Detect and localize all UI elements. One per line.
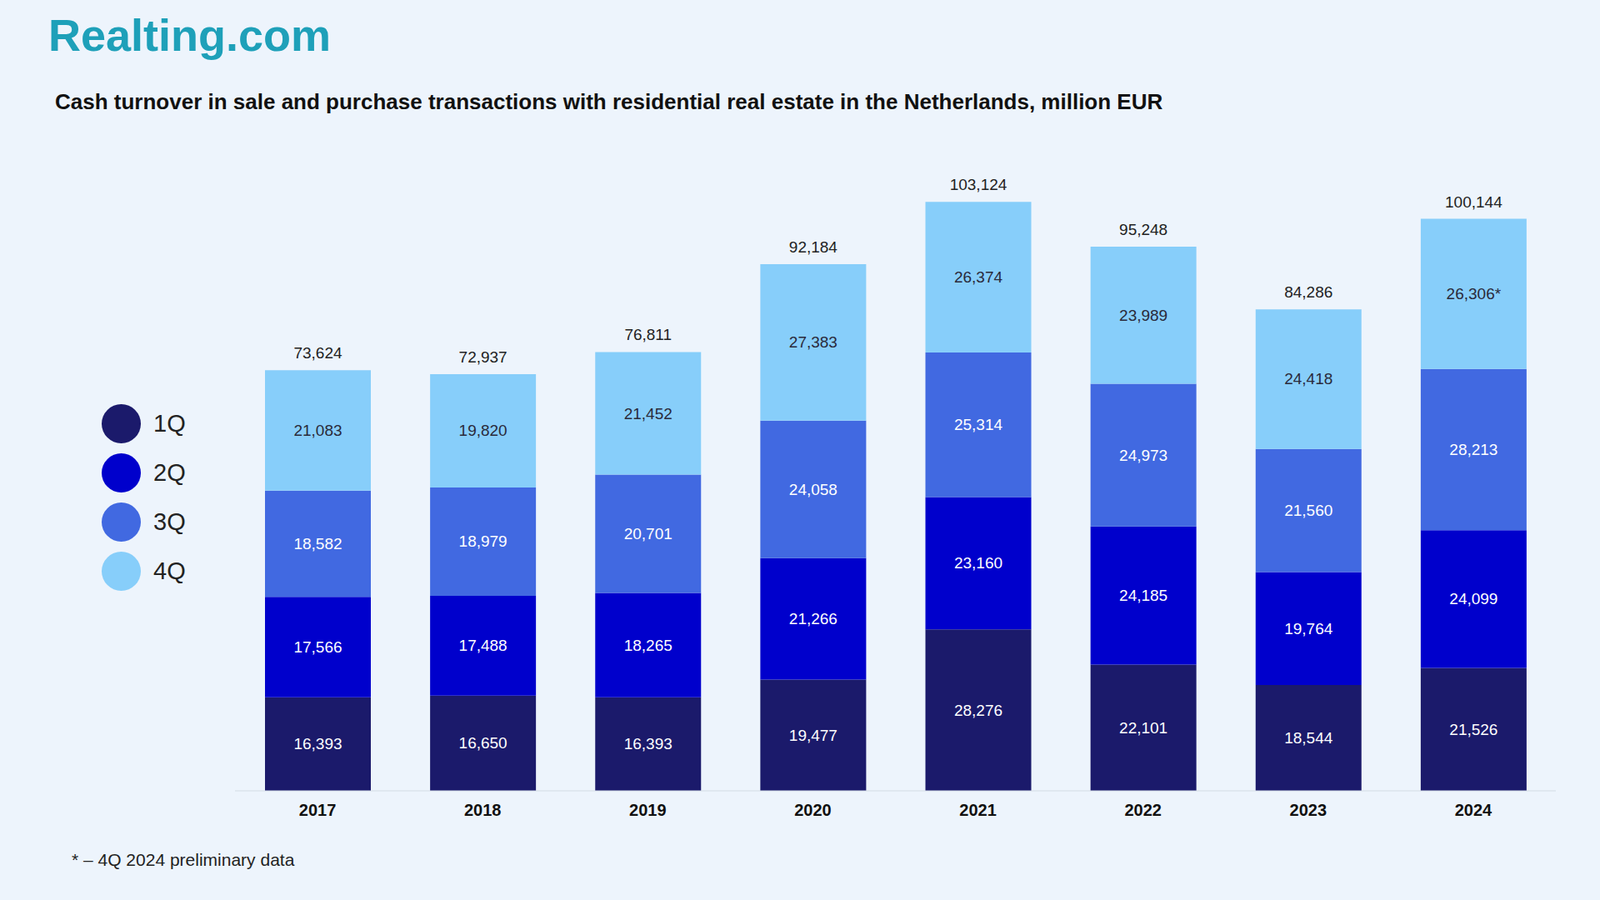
- html-text:4Q: 4Q: [153, 557, 186, 585]
- svg-text:27,383: 27,383: [789, 333, 838, 351]
- svg-text:100,144: 100,144: [1445, 193, 1503, 211]
- svg-text:21,560: 21,560: [1284, 501, 1333, 520]
- svg-text:26,306*: 26,306*: [1446, 285, 1502, 303]
- svg-text:17,566: 17,566: [293, 638, 342, 656]
- svg-text:23,160: 23,160: [954, 554, 1003, 572]
- svg-text:2017: 2017: [299, 800, 337, 820]
- svg-text:2020: 2020: [794, 800, 832, 820]
- svg-text:28,213: 28,213: [1449, 440, 1498, 459]
- svg-text:19,764: 19,764: [1284, 620, 1334, 638]
- html-text:3Q: 3Q: [153, 508, 186, 535]
- svg-text:25,314: 25,314: [954, 415, 1004, 434]
- svg-text:19,820: 19,820: [459, 421, 508, 440]
- svg-text:103,124: 103,124: [950, 175, 1008, 194]
- svg-text:19,477: 19,477: [789, 726, 838, 745]
- html-text:2Q: 2Q: [153, 459, 186, 486]
- svg-text:16,393: 16,393: [293, 735, 342, 753]
- html-text:* – 4Q 2024 preliminary data: * – 4Q 2024 preliminary data: [71, 850, 295, 870]
- svg-text:2019: 2019: [629, 800, 667, 820]
- svg-text:2024: 2024: [1455, 800, 1493, 820]
- svg-text:18,979: 18,979: [459, 532, 508, 550]
- svg-text:2023: 2023: [1290, 800, 1328, 820]
- svg-text:26,374: 26,374: [954, 268, 1004, 286]
- svg-text:21,526: 21,526: [1449, 720, 1498, 739]
- html-text:1Q: 1Q: [153, 410, 186, 437]
- svg-text:76,811: 76,811: [624, 325, 672, 344]
- svg-text:21,266: 21,266: [789, 610, 838, 628]
- svg-text:16,650: 16,650: [459, 734, 508, 752]
- svg-text:21,452: 21,452: [624, 405, 673, 423]
- svg-text:17,488: 17,488: [459, 636, 508, 655]
- svg-text:21,083: 21,083: [293, 421, 342, 440]
- svg-text:23,989: 23,989: [1119, 306, 1168, 325]
- svg-text:84,286: 84,286: [1284, 283, 1333, 301]
- svg-text:24,973: 24,973: [1119, 446, 1168, 465]
- svg-text:18,544: 18,544: [1284, 729, 1334, 747]
- svg-text:73,624: 73,624: [293, 344, 343, 362]
- svg-text:20,701: 20,701: [624, 525, 673, 543]
- svg-text:2022: 2022: [1124, 800, 1162, 820]
- svg-text:28,276: 28,276: [954, 701, 1003, 720]
- svg-text:24,058: 24,058: [789, 480, 838, 499]
- svg-text:72,937: 72,937: [459, 348, 508, 366]
- svg-text:24,418: 24,418: [1284, 370, 1333, 388]
- svg-text:2021: 2021: [959, 800, 997, 820]
- svg-text:2018: 2018: [464, 800, 502, 820]
- html-text:Realting.com: Realting.com: [48, 10, 331, 60]
- svg-text:18,582: 18,582: [293, 535, 342, 553]
- svg-text:95,248: 95,248: [1119, 220, 1168, 239]
- svg-text:16,393: 16,393: [624, 735, 673, 753]
- svg-text:24,099: 24,099: [1449, 590, 1498, 608]
- svg-text:92,184: 92,184: [789, 238, 839, 256]
- html-text:Cash turnover in sale and purc: Cash turnover in sale and purchase trans…: [55, 89, 1163, 115]
- svg-text:24,185: 24,185: [1119, 586, 1168, 605]
- svg-text:22,101: 22,101: [1119, 719, 1168, 737]
- svg-text:18,265: 18,265: [624, 636, 673, 655]
